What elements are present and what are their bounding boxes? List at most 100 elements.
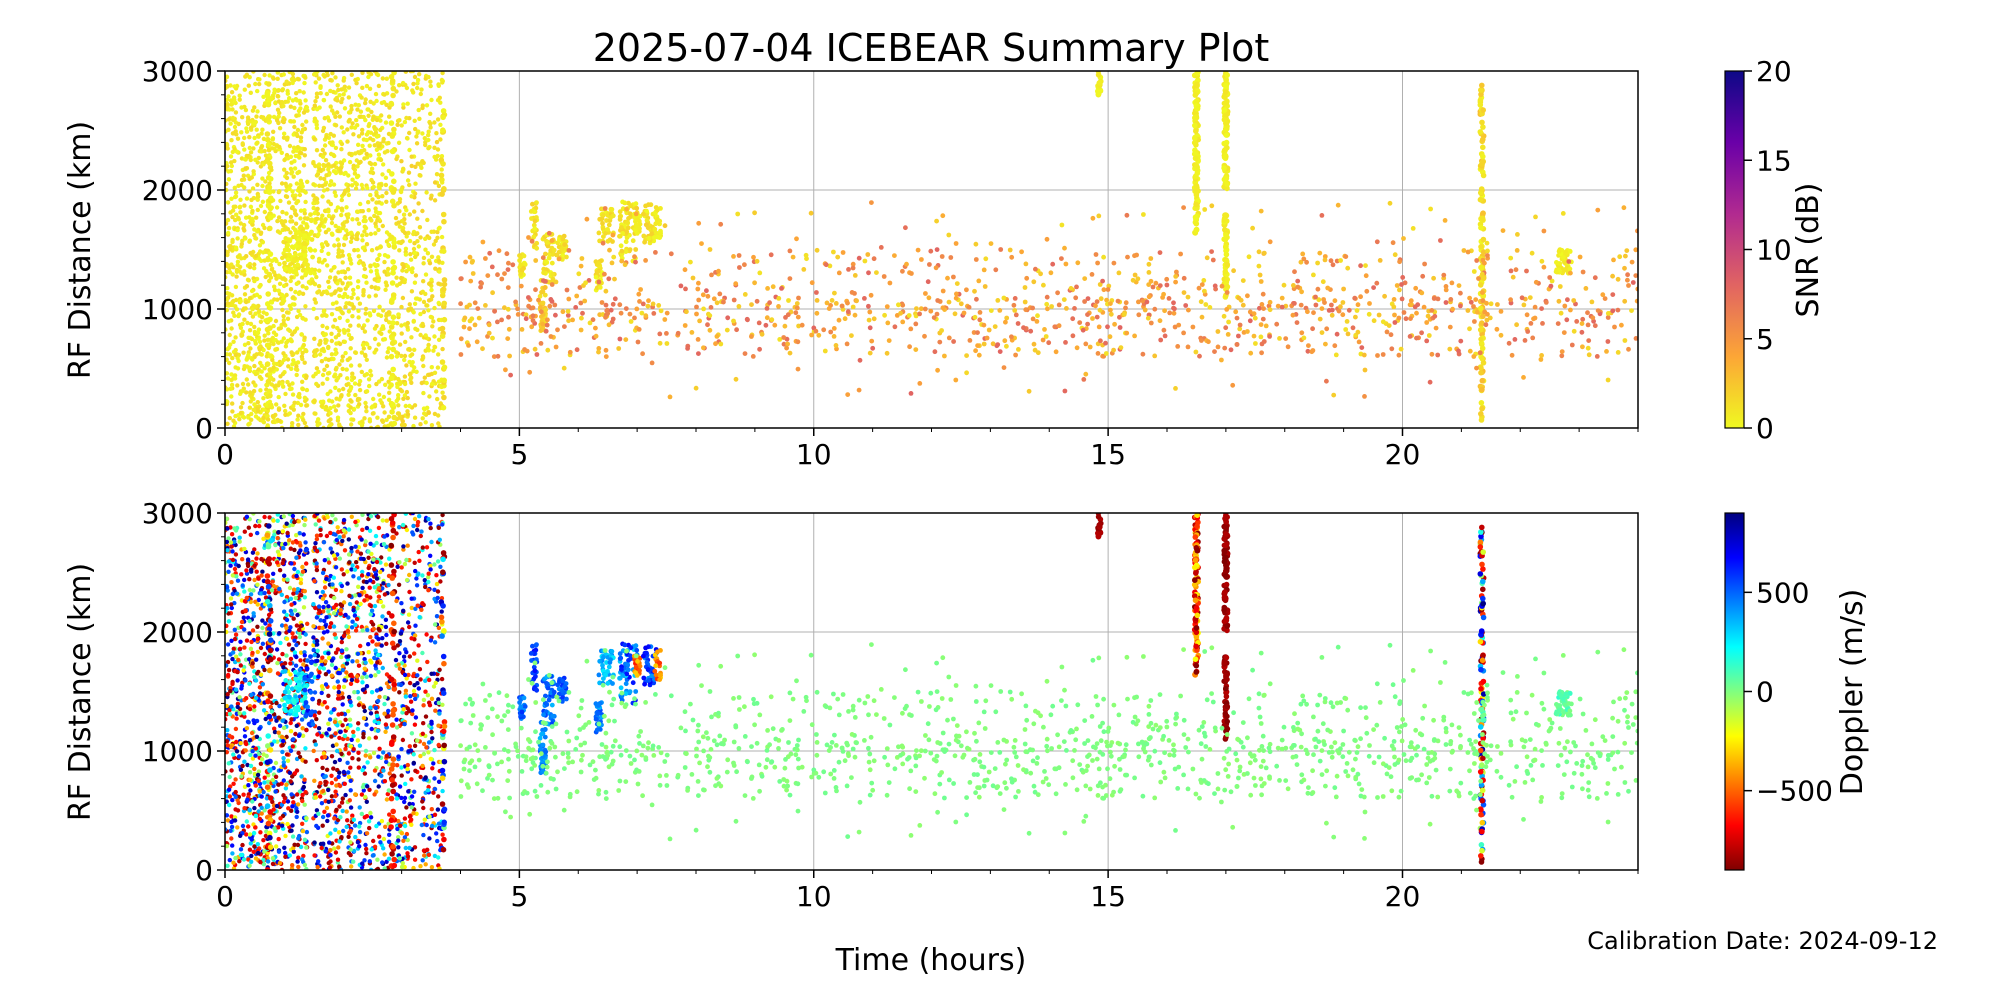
snr-point	[934, 247, 940, 253]
snr-point	[229, 163, 234, 169]
snr-point	[277, 281, 283, 286]
snr-point	[1529, 250, 1535, 256]
snr-point	[1391, 304, 1397, 310]
snr-point	[286, 247, 291, 253]
snr-point	[1181, 275, 1187, 281]
snr-point	[356, 279, 361, 284]
snr-point	[270, 137, 275, 142]
snr-point	[321, 98, 327, 103]
snr-point	[402, 119, 408, 125]
snr-point	[341, 191, 347, 197]
snr-point	[1221, 94, 1227, 100]
snr-point	[381, 308, 386, 313]
snr-point	[420, 131, 425, 136]
snr-point	[389, 148, 396, 155]
snr-point	[348, 386, 353, 391]
snr-point	[633, 259, 638, 265]
snr-point	[292, 77, 297, 83]
snr-point	[1633, 247, 1638, 253]
snr-point	[252, 232, 257, 238]
snr-point	[408, 257, 414, 262]
snr-point	[237, 97, 242, 102]
snr-point	[529, 238, 535, 244]
snr-point	[1479, 215, 1486, 222]
snr-point	[322, 116, 327, 121]
snr-point	[436, 300, 441, 306]
snr-point	[406, 347, 411, 352]
snr-point	[1223, 99, 1230, 106]
snr-point	[1435, 352, 1441, 358]
snr-point	[252, 135, 257, 141]
snr-point	[324, 289, 329, 294]
snr-point	[707, 327, 713, 333]
snr-point	[288, 262, 293, 267]
snr-point	[1038, 271, 1043, 277]
snr-point	[1320, 279, 1326, 285]
snr-point	[424, 103, 430, 108]
snr-point	[257, 347, 262, 352]
snr-point	[822, 348, 828, 354]
snr-point	[418, 91, 423, 97]
snr-point	[411, 231, 416, 237]
snr-point	[646, 298, 651, 304]
snr-point	[252, 402, 257, 407]
snr-point	[400, 268, 405, 273]
snr-point	[1197, 353, 1202, 359]
snr-point	[281, 318, 286, 323]
snr-point	[374, 381, 379, 387]
snr-point	[288, 104, 293, 109]
snr-point	[382, 269, 387, 274]
snr-point	[832, 290, 837, 296]
snr-point	[467, 254, 473, 260]
snr-point	[862, 258, 868, 264]
snr-point	[1224, 290, 1230, 295]
snr-point	[288, 183, 293, 188]
snr-point	[567, 349, 573, 355]
snr-point	[388, 234, 395, 241]
snr-point	[907, 344, 912, 350]
snr-point	[409, 289, 415, 294]
snr-point	[1082, 276, 1088, 281]
snr-point	[1019, 249, 1024, 255]
snr-point	[1260, 291, 1266, 297]
snr-point	[239, 177, 245, 183]
snr-point	[1480, 136, 1486, 143]
snr-point	[540, 255, 546, 261]
snr-point	[1061, 297, 1067, 302]
snr-point	[255, 330, 261, 336]
snr-point	[633, 211, 639, 217]
snr-point	[578, 263, 584, 269]
snr-point	[562, 324, 567, 329]
snr-panel-x-tick-label: 0	[216, 438, 234, 471]
snr-point	[298, 182, 303, 187]
snr-point	[290, 189, 295, 194]
snr-point	[225, 187, 229, 193]
snr-point	[316, 162, 322, 167]
snr-point	[315, 206, 320, 211]
snr-point	[255, 140, 260, 145]
snr-point	[245, 115, 251, 120]
snr-point	[311, 160, 316, 165]
snr-point	[658, 230, 663, 236]
snr-point	[333, 193, 338, 198]
snr-point	[458, 352, 464, 357]
snr-point	[287, 252, 292, 258]
snr-point	[248, 346, 253, 351]
snr-point	[696, 220, 702, 226]
doppler-point	[252, 708, 257, 713]
snr-point	[245, 121, 251, 127]
snr-point	[1340, 300, 1346, 305]
snr-point	[757, 346, 762, 352]
snr-point	[352, 125, 358, 130]
snr-point	[940, 213, 946, 219]
snr-point	[251, 388, 257, 394]
snr-point	[242, 342, 248, 347]
snr-point	[1362, 367, 1368, 373]
snr-point	[249, 417, 254, 422]
snr-point	[407, 130, 412, 136]
snr-point	[1335, 202, 1341, 208]
snr-point	[334, 306, 340, 312]
snr-point	[244, 284, 250, 289]
snr-point	[1363, 263, 1368, 268]
